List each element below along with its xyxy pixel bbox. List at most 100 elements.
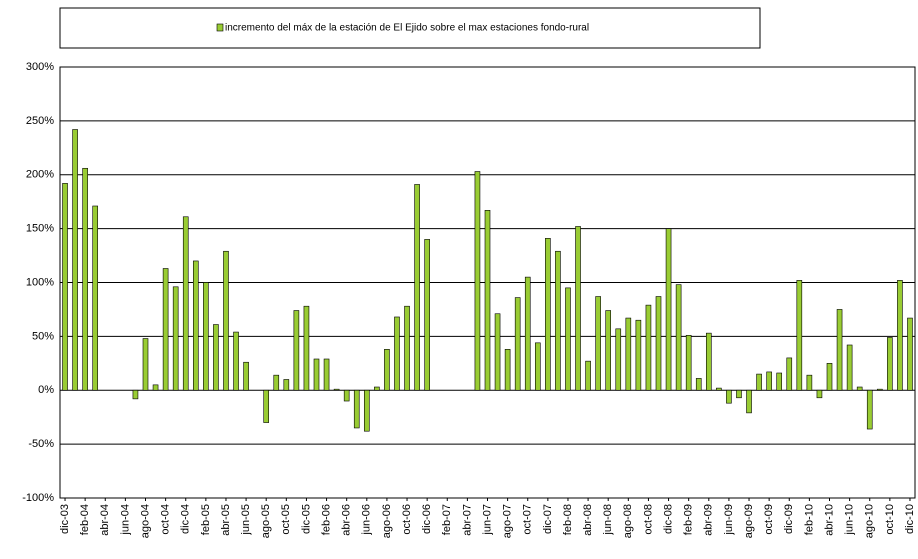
bar: [72, 129, 78, 391]
x-tick-label: abr-07: [461, 504, 473, 536]
bar: [484, 210, 491, 391]
bar: [132, 389, 139, 400]
x-tick-label: abr-05: [220, 504, 232, 536]
legend-box: [59, 7, 761, 49]
x-tick-label: dic-03: [59, 504, 71, 534]
bar: [152, 384, 159, 391]
bar: [876, 388, 883, 391]
bar: [585, 360, 591, 391]
bar: [716, 387, 722, 391]
bar: [786, 357, 793, 391]
bar: [595, 296, 601, 391]
x-tick-label: ago-06: [381, 504, 393, 538]
x-tick-label: ago-04: [139, 504, 151, 538]
x-tick-label: feb-05: [200, 504, 212, 535]
x-tick-label: dic-08: [662, 504, 674, 534]
x-tick-label: dic-04: [180, 504, 192, 534]
x-tick-label: abr-10: [823, 504, 835, 536]
bar: [313, 358, 320, 391]
bar: [907, 317, 913, 391]
bar: [213, 324, 219, 391]
x-tick-label: feb-04: [79, 504, 91, 535]
bar: [363, 389, 370, 432]
bar: [846, 344, 853, 391]
bar: [887, 337, 893, 391]
bar: [856, 386, 863, 391]
bar: [736, 389, 742, 399]
x-tick-label: ago-07: [502, 504, 514, 538]
bar: [172, 286, 179, 391]
x-tick-label: jun-04: [119, 504, 131, 536]
x-tick-label: dic-05: [300, 504, 312, 534]
x-tick-label: abr-04: [99, 504, 111, 536]
bar: [384, 349, 390, 391]
bar: [756, 373, 762, 391]
bar: [524, 276, 531, 391]
bar: [414, 184, 420, 391]
x-tick-label: abr-08: [582, 504, 594, 536]
bar: [203, 282, 209, 391]
bar: [494, 313, 501, 391]
bar: [474, 171, 481, 391]
y-tick-label: 200%: [26, 169, 54, 181]
bar: [665, 228, 672, 391]
bar: [273, 374, 280, 391]
bar: [343, 389, 350, 402]
x-tick-label: oct-10: [884, 504, 896, 535]
bar: [82, 167, 88, 391]
bar: [685, 334, 692, 391]
bar: [836, 309, 843, 391]
bar: [615, 328, 622, 391]
x-tick-label: oct-08: [642, 504, 654, 535]
x-tick-label: feb-06: [320, 504, 332, 535]
bar: [394, 316, 400, 391]
bar: [545, 238, 551, 391]
bar: [796, 280, 803, 391]
x-tick-label: oct-09: [763, 504, 775, 535]
x-tick-label: dic-09: [783, 504, 795, 534]
bar: [303, 305, 310, 391]
x-tick-label: ago-05: [260, 504, 272, 538]
x-tick-label: abr-09: [703, 504, 715, 536]
bar: [655, 296, 662, 391]
bar: [746, 389, 752, 414]
x-tick-label: dic-10: [904, 504, 916, 534]
bar: [816, 389, 823, 399]
y-tick-label: 100%: [26, 276, 54, 288]
x-tick-label: jun-10: [844, 504, 856, 536]
bar: [182, 216, 189, 391]
x-tick-label: jun-08: [602, 504, 614, 536]
bar: [243, 361, 249, 391]
bar: [142, 338, 149, 391]
x-tick-label: ago-10: [864, 504, 876, 538]
x-tick-label: oct-07: [522, 504, 534, 535]
bar: [625, 317, 632, 391]
x-tick-label: dic-07: [542, 504, 554, 534]
bar: [866, 389, 873, 430]
x-tick-label: ago-09: [743, 504, 755, 538]
x-tick-label: abr-06: [341, 504, 353, 536]
x-tick-label: oct-05: [280, 504, 292, 535]
x-tick-label: oct-04: [160, 504, 172, 535]
bar: [333, 388, 340, 391]
bar: [575, 226, 581, 391]
bar: [705, 332, 712, 391]
y-tick-label: 50%: [32, 330, 54, 342]
bar: [62, 183, 68, 391]
bar: [404, 305, 410, 391]
x-tick-label: jun-07: [481, 504, 493, 536]
x-tick-label: feb-08: [562, 504, 574, 535]
x-tick-label: oct-06: [401, 504, 413, 535]
bar: [534, 342, 541, 391]
x-tick-label: ago-08: [622, 504, 634, 538]
x-tick-label: jun-05: [240, 504, 252, 536]
bar: [695, 378, 702, 391]
legend-label: incremento del máx de la estación de El …: [225, 23, 589, 34]
x-tick-label: feb-10: [803, 504, 815, 535]
y-tick-label: -100%: [22, 492, 54, 504]
bar: [514, 297, 521, 391]
bar: [726, 389, 732, 404]
bar: [897, 280, 903, 391]
y-tick-label: 250%: [26, 115, 54, 127]
bar: [605, 310, 612, 391]
